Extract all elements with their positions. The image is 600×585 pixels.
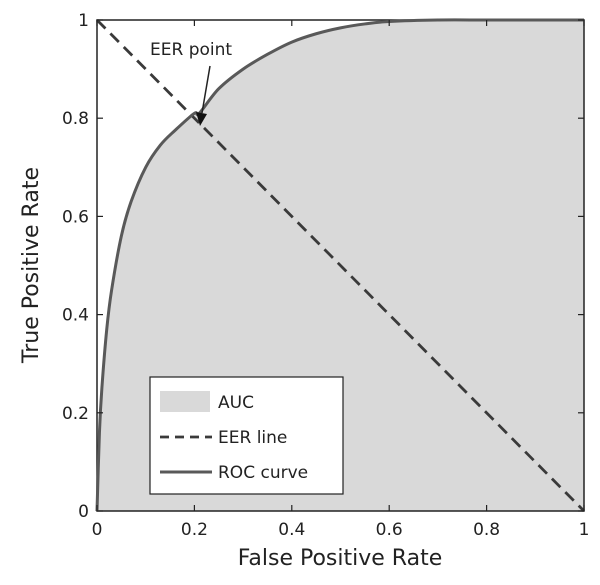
y-tick-label: 0.2 — [62, 404, 89, 424]
plot-frame — [96, 19, 585, 512]
y-tick-label: 1 — [78, 11, 89, 31]
legend-swatch-auc — [160, 391, 210, 412]
y-tick-label: 0 — [78, 502, 89, 522]
y-axis-label: True Positive Rate — [19, 167, 44, 364]
legend-label-auc: AUC — [218, 393, 254, 413]
legend-label-roc: ROC curve — [218, 463, 308, 483]
eer-line — [96, 19, 585, 512]
x-tick-label: 0 — [92, 520, 103, 540]
eer-point-arrow — [201, 65, 211, 114]
x-tick-label: 1 — [579, 520, 590, 540]
x-tick-label: 0.8 — [473, 520, 500, 540]
axis-ticks: 00 0.2 0.2 0.4 0.4 0.6 0.6 0.8 0.8 1 1 — [62, 11, 589, 540]
x-axis-label: False Positive Rate — [238, 546, 442, 571]
eer-point-arrowhead — [196, 112, 207, 126]
x-tick-label: 0.4 — [278, 520, 305, 540]
y-tick-label: 0.6 — [62, 207, 89, 227]
legend: AUC EER line ROC curve — [149, 376, 344, 495]
roc-curve — [95, 18, 584, 512]
legend-label-eer: EER line — [218, 428, 287, 448]
x-tick-label: 0.6 — [376, 520, 403, 540]
y-tick-label: 0.8 — [62, 109, 89, 129]
eer-point-label: EER point — [150, 40, 232, 60]
y-tick-label: 0.4 — [62, 306, 89, 326]
x-tick-label: 0.2 — [181, 520, 208, 540]
